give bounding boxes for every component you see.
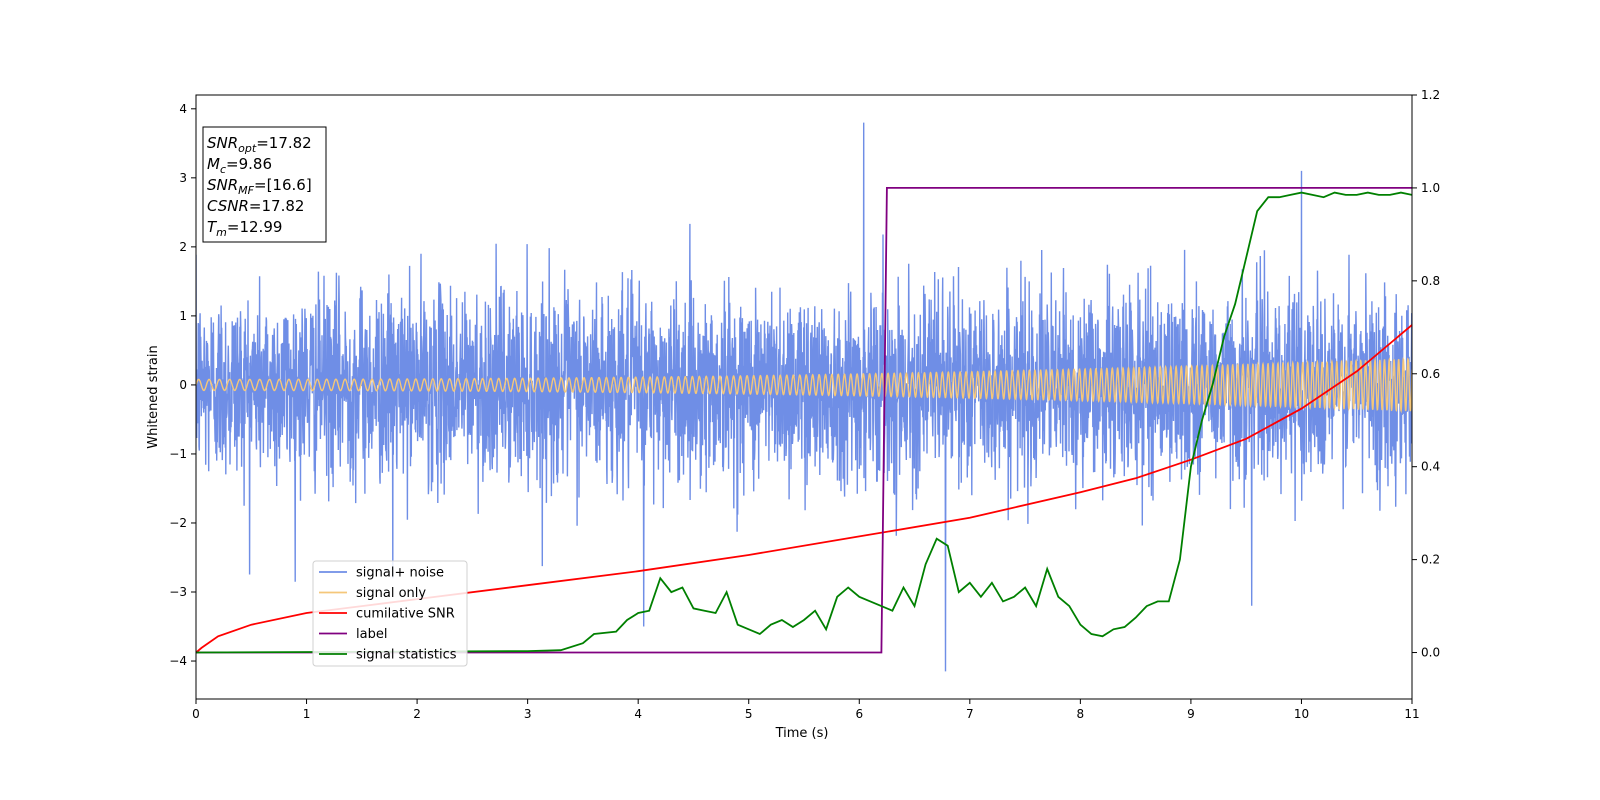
legend-label-1: signal only [356,586,426,601]
y-tick-label--2: −2 [169,516,187,530]
y-tick-label-2: 2 [179,240,187,254]
info-line-1: Mc=9.86 [207,155,272,176]
y-axis-label: Whitened strain [146,345,161,448]
x-tick-label-8: 8 [1077,707,1085,721]
info-line-4: Tm=12.99 [207,218,282,239]
x-tick-label-2: 2 [413,707,421,721]
x-tick-label-5: 5 [745,707,753,721]
legend: signal+ noise signal only cumilative SNR la… [312,560,468,667]
x-tick-label-10: 10 [1294,707,1309,721]
x-tick-label-3: 3 [524,707,532,721]
x-tick-label-11: 11 [1404,707,1419,721]
y2-tick-label-0.6: 0.6 [1421,367,1440,381]
x-tick-label-9: 9 [1187,707,1195,721]
legend-frame [312,560,468,667]
plot-frame [195,94,1413,700]
x-tick-label-6: 6 [855,707,863,721]
y-tick-label-4: 4 [179,102,187,116]
info-line-2: SNRMF=[16.6] [207,176,312,197]
series-layer [196,122,1412,672]
x-tick-label-4: 4 [634,707,642,721]
series-cumilative-snr [196,324,1412,654]
x-axis-label: Time (s) [775,726,829,741]
x-tick-label-7: 7 [966,707,974,721]
y-tick-label-1: 1 [179,309,187,323]
series-signal-only [196,356,1412,414]
legend-label-2: cumilative SNR [356,607,455,622]
y2-tick-label-0.8: 0.8 [1421,274,1440,288]
y-tick-label--1: −1 [169,447,187,461]
x-tick-label-1: 1 [303,707,311,721]
info-box: SNRopt=17.82Mc=9.86SNRMF=[16.6]CSNR=17.8… [202,126,327,243]
y-tick-label--4: −4 [169,654,187,668]
y2-tick-label-0.0: 0.0 [1421,646,1440,660]
series-signal-statistics [196,191,1412,654]
legend-label-3: label [356,627,387,642]
y2-tick-label-0.2: 0.2 [1421,553,1440,567]
series-label [196,187,1412,654]
y-tick-label-3: 3 [179,171,187,185]
legend-label-0: signal+ noise [356,566,444,581]
legend-label-4: signal statistics [356,648,457,663]
info-line-0: SNRopt=17.82 [207,134,312,155]
y2-tick-label-0.4: 0.4 [1421,460,1440,474]
info-box-frame [202,126,327,243]
x-tick-label-0: 0 [192,707,200,721]
y2-tick-label-1.0: 1.0 [1421,181,1440,195]
axes-layer: 0 1 2 3 4 5 6 7 8 9 10 11 −4 −3 −2 −1 0 1 2 3 4 0.0 0.2 0.4 0.6 0… [169,88,1440,721]
y2-tick-label-1.2: 1.2 [1421,88,1440,102]
info-line-3: CSNR=17.82 [207,197,304,215]
y-tick-label-0: 0 [179,378,187,392]
y-tick-label--3: −3 [169,585,187,599]
